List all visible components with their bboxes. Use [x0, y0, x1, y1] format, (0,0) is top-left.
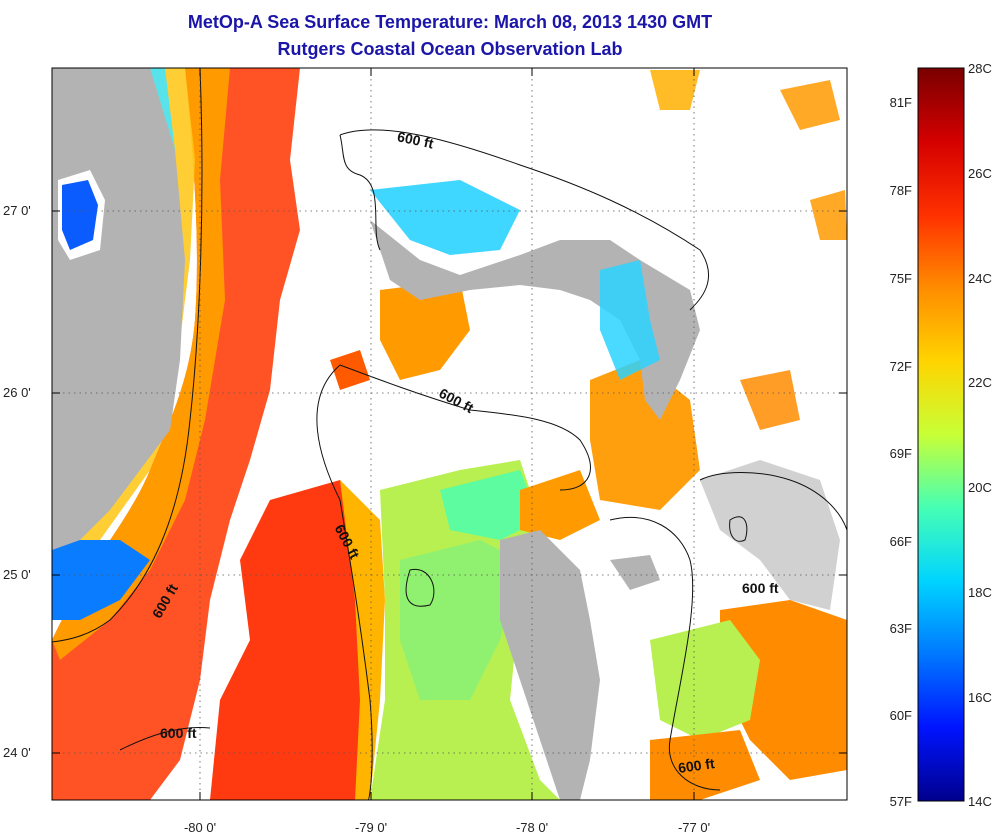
cb-f-57: 57F	[890, 794, 912, 809]
cb-f-75: 75F	[890, 271, 912, 286]
cb-f-63: 63F	[890, 621, 912, 636]
contour-label-north: 600 ft	[396, 128, 435, 151]
cb-f-69: 69F	[890, 446, 912, 461]
sst-field: 600 ft 600 ft 600 ft 600 ft 600 ft 600 f…	[52, 68, 847, 800]
cb-f-66: 66F	[890, 534, 912, 549]
map-subtitle: Rutgers Coastal Ocean Observation Lab	[277, 39, 623, 59]
cb-f-72: 72F	[890, 359, 912, 374]
cb-c-14: 14C	[968, 794, 992, 809]
y-tick-27: 27 0'	[3, 203, 31, 218]
cb-c-20: 20C	[968, 480, 992, 495]
cb-c-16: 16C	[968, 690, 992, 705]
x-tick-79: -79 0'	[355, 820, 387, 835]
y-tick-24: 24 0'	[3, 745, 31, 760]
x-tick-78: -78 0'	[516, 820, 548, 835]
cb-f-81: 81F	[890, 95, 912, 110]
contour-label-southeast: 600 ft	[677, 755, 716, 776]
graticule	[52, 68, 847, 800]
y-tick-26: 26 0'	[3, 385, 31, 400]
map-title: MetOp-A Sea Surface Temperature: March 0…	[187, 12, 713, 32]
cb-c-24: 24C	[968, 271, 992, 286]
contour-label-east: 600 ft	[742, 580, 779, 596]
cb-c-18: 18C	[968, 585, 992, 600]
cb-f-78: 78F	[890, 183, 912, 198]
cb-c-28: 28C	[968, 61, 992, 76]
y-tick-25: 25 0'	[3, 567, 31, 582]
cb-c-26: 26C	[968, 166, 992, 181]
plot-frame	[51, 67, 848, 801]
colorbar-gradient	[917, 67, 965, 802]
colorbar: 28C 26C 24C 22C 20C 18C 16C 14C 81F 78F …	[890, 61, 992, 809]
contour-label-southwest: 600 ft	[160, 725, 197, 741]
cb-f-60: 60F	[890, 708, 912, 723]
axis-ticks	[52, 68, 847, 800]
x-tick-77: -77 0'	[678, 820, 710, 835]
x-tick-80: -80 0'	[184, 820, 216, 835]
cb-c-22: 22C	[968, 375, 992, 390]
